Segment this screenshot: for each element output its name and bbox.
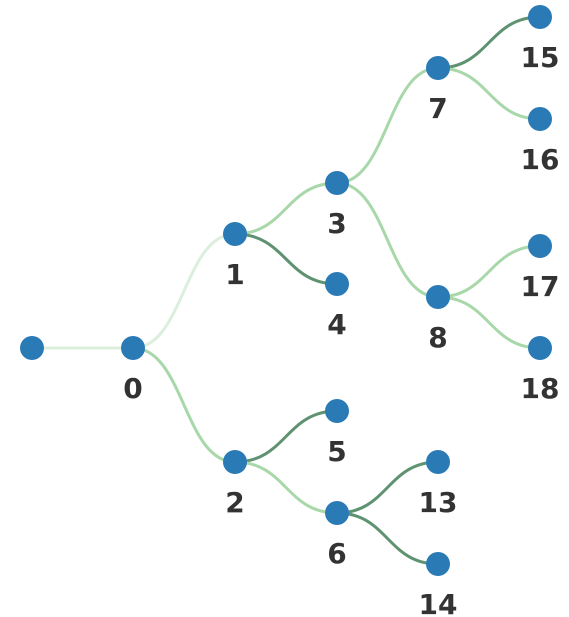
- node-label: 15: [521, 41, 560, 74]
- node-dot[interactable]: [325, 399, 349, 423]
- link-2-6: [233, 460, 339, 515]
- node-label: 14: [419, 588, 458, 617]
- node-label: 4: [327, 308, 346, 341]
- node-dot[interactable]: [325, 171, 349, 195]
- link-0-1: [131, 232, 237, 350]
- tree-node-root[interactable]: [20, 336, 44, 360]
- link-6-13: [335, 460, 440, 515]
- tree-node-0[interactable]: 0: [121, 336, 145, 405]
- links-layer: [30, 15, 542, 566]
- tree-node-4[interactable]: 4: [325, 272, 349, 341]
- node-dot[interactable]: [528, 5, 552, 29]
- node-dot[interactable]: [121, 336, 145, 360]
- node-dot[interactable]: [426, 450, 450, 474]
- tree-node-6[interactable]: 6: [325, 501, 349, 570]
- tree-node-2[interactable]: 2: [223, 450, 247, 519]
- node-label: 16: [521, 143, 560, 176]
- node-label: 3: [327, 207, 346, 240]
- tree-node-16[interactable]: 16: [521, 107, 560, 176]
- node-label: 2: [225, 486, 244, 519]
- link-7-16: [436, 66, 542, 121]
- link-2-5: [233, 409, 339, 464]
- tree-node-14[interactable]: 14: [419, 552, 458, 617]
- tree-node-17[interactable]: 17: [521, 234, 560, 303]
- node-dot[interactable]: [223, 450, 247, 474]
- link-7-15: [436, 15, 542, 70]
- tree-node-3[interactable]: 3: [325, 171, 349, 240]
- tree-node-13[interactable]: 13: [419, 450, 458, 519]
- node-dot[interactable]: [528, 107, 552, 131]
- link-0-2: [131, 346, 237, 464]
- node-label: 7: [428, 92, 447, 125]
- node-dot[interactable]: [528, 336, 552, 360]
- node-dot[interactable]: [426, 552, 450, 576]
- link-8-17: [436, 244, 542, 299]
- node-dot[interactable]: [223, 222, 247, 246]
- link-1-3: [233, 181, 339, 236]
- tree-node-8[interactable]: 8: [426, 285, 450, 354]
- tree-node-1[interactable]: 1: [223, 222, 247, 291]
- node-label: 8: [428, 321, 447, 354]
- node-dot[interactable]: [426, 285, 450, 309]
- link-3-8: [335, 181, 440, 299]
- link-3-7: [335, 66, 440, 185]
- node-dot[interactable]: [325, 501, 349, 525]
- link-8-18: [436, 295, 542, 350]
- node-label: 5: [327, 435, 346, 468]
- nodes-layer: 0 1 2 3 4 5 6 7 8 13 14 15 16 17 18: [20, 5, 559, 617]
- node-label: 6: [327, 537, 346, 570]
- node-label: 17: [521, 270, 560, 303]
- link-1-4: [233, 232, 339, 286]
- node-dot[interactable]: [426, 56, 450, 80]
- node-dot[interactable]: [20, 336, 44, 360]
- tree-node-5[interactable]: 5: [325, 399, 349, 468]
- node-label: 0: [123, 372, 142, 405]
- link-6-14: [335, 511, 440, 566]
- node-dot[interactable]: [325, 272, 349, 296]
- node-dot[interactable]: [528, 234, 552, 258]
- node-label: 1: [225, 258, 244, 291]
- node-label: 18: [521, 372, 560, 405]
- tree-node-18[interactable]: 18: [521, 336, 560, 405]
- node-label: 13: [419, 486, 458, 519]
- tree-node-7[interactable]: 7: [426, 56, 450, 125]
- tree-node-15[interactable]: 15: [521, 5, 560, 74]
